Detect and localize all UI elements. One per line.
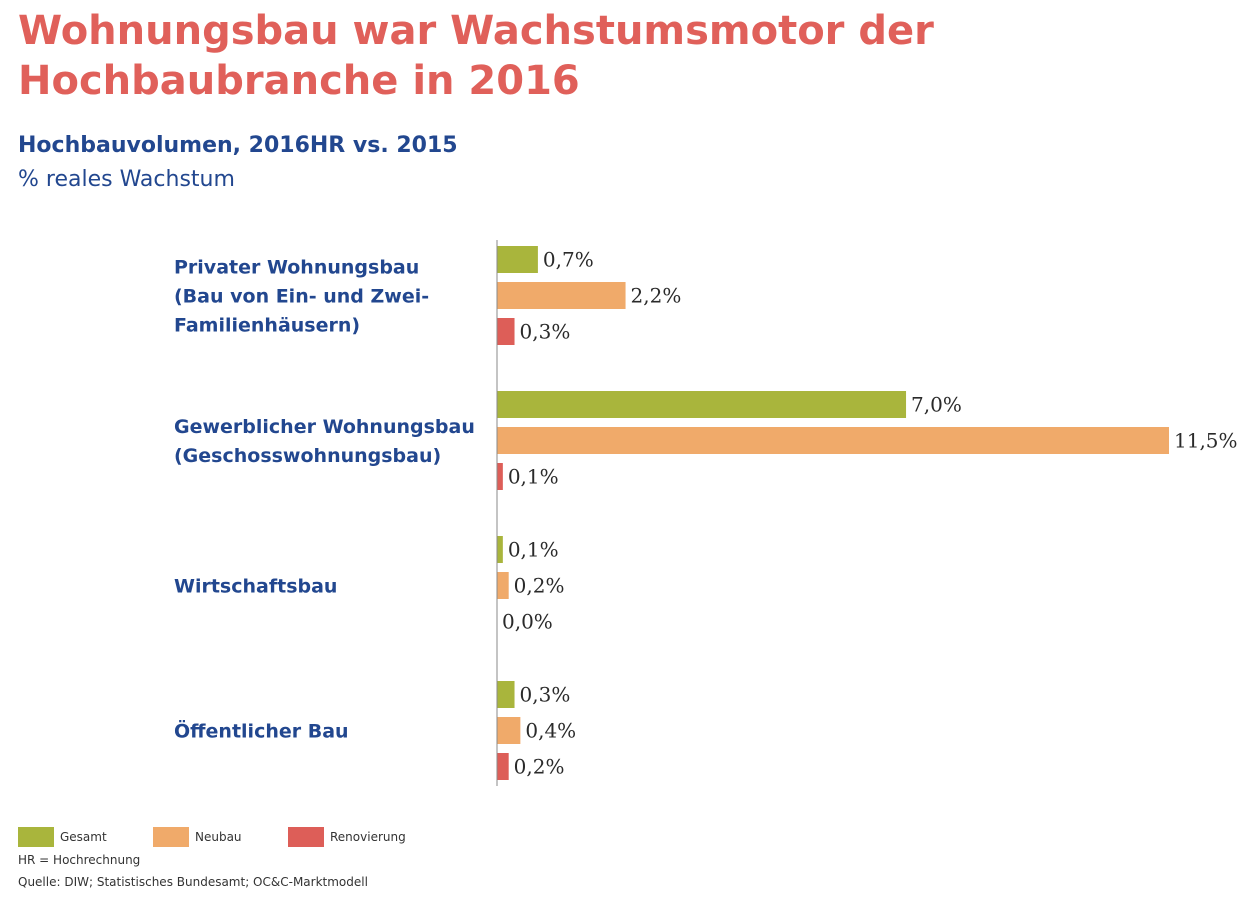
footnote-hr: HR = Hochrechnung <box>18 853 141 867</box>
bar-chart: Privater Wohnungsbau (Bau von Ein- und Zw… <box>174 240 1238 786</box>
category-label-2-0: Wirtschaftsbau <box>174 576 337 598</box>
data-label-gesamt-2: 0,1% <box>508 538 559 562</box>
legend-label-gesamt: Gesamt <box>60 830 107 844</box>
bar-neubau-1 <box>497 427 1169 454</box>
category-label-0-1: (Bau von Ein- und Zwei- <box>174 286 429 308</box>
legend-label-renovierung: Renovierung <box>330 830 406 844</box>
data-label-gesamt-0: 0,7% <box>543 248 594 272</box>
data-label-neubau-1: 11,5% <box>1174 429 1238 453</box>
source-note: Quelle: DIW; Statistisches Bundesamt; OC… <box>18 875 368 889</box>
data-label-renovierung-1: 0,1% <box>508 465 559 489</box>
data-label-neubau-0: 2,2% <box>631 284 682 308</box>
bar-gesamt-0 <box>497 246 538 273</box>
legend-swatch-renovierung <box>288 827 324 847</box>
category-label-1-0: Gewerblicher Wohnungsbau <box>174 416 475 438</box>
data-label-renovierung-2: 0,0% <box>502 610 553 634</box>
category-label-0-0: Privater Wohnungsbau <box>174 257 419 279</box>
bar-neubau-2 <box>497 572 509 599</box>
chart-unit: % reales Wachstum <box>18 167 235 192</box>
bar-gesamt-3 <box>497 681 515 708</box>
data-label-neubau-2: 0,2% <box>514 574 565 598</box>
data-label-gesamt-3: 0,3% <box>520 683 571 707</box>
bar-neubau-3 <box>497 717 521 744</box>
bar-gesamt-2 <box>497 536 503 563</box>
data-label-gesamt-1: 7,0% <box>911 393 962 417</box>
data-label-renovierung-3: 0,2% <box>514 755 565 779</box>
chart-title: Wohnungsbau war Wachstumsmotor der Hochb… <box>18 8 934 104</box>
chart-subtitle: Hochbauvolumen, 2016HR vs. 2015 <box>18 133 458 158</box>
bar-renovierung-1 <box>497 463 503 490</box>
legend-swatch-neubau <box>153 827 189 847</box>
category-label-1-1: (Geschosswohnungsbau) <box>174 445 441 467</box>
bar-neubau-0 <box>497 282 626 309</box>
category-label-0-2: Familienhäusern) <box>174 315 360 337</box>
data-label-renovierung-0: 0,3% <box>520 320 571 344</box>
category-label-3-0: Öffentlicher Bau <box>174 719 349 743</box>
bar-renovierung-3 <box>497 753 509 780</box>
legend-swatch-gesamt <box>18 827 54 847</box>
legend-label-neubau: Neubau <box>195 830 242 844</box>
bar-renovierung-0 <box>497 318 515 345</box>
bar-gesamt-1 <box>497 391 907 418</box>
data-label-neubau-3: 0,4% <box>525 719 576 743</box>
